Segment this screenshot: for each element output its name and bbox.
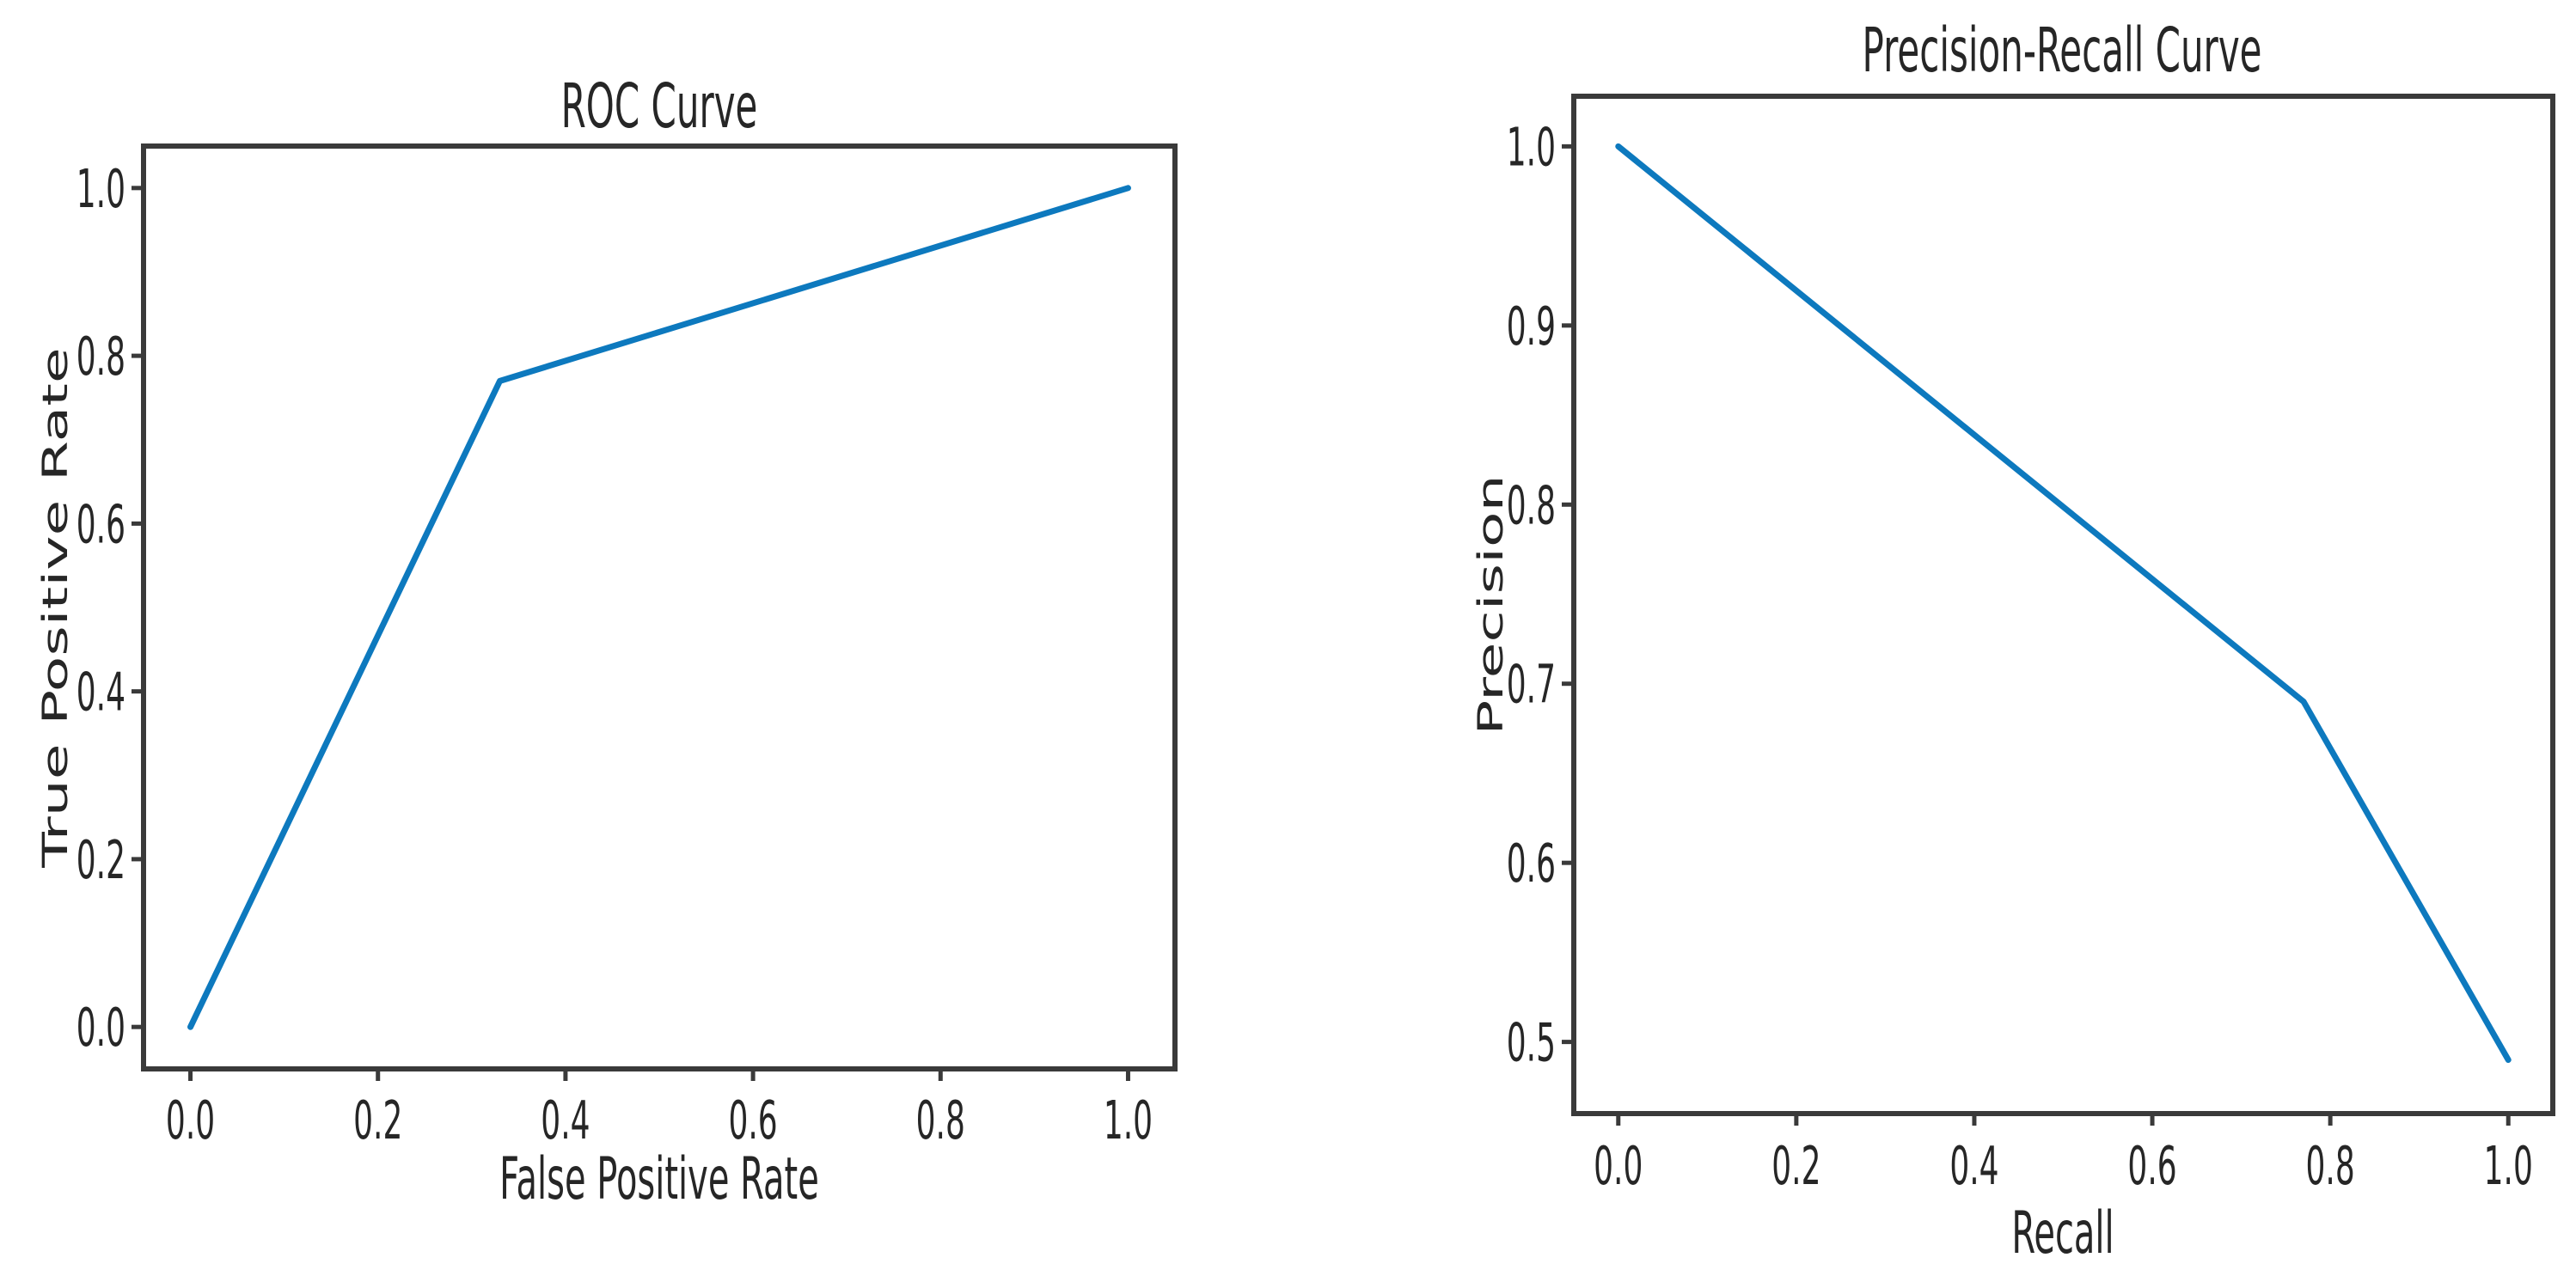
- x-tick-label: 0.4: [1949, 1135, 1998, 1197]
- precision-recall-curve-line: [1615, 143, 2512, 1063]
- roc-curve-line: [187, 185, 1131, 1030]
- x-tick-label: 0.4: [541, 1090, 590, 1151]
- y-tick-label: 0.6: [1507, 833, 1556, 894]
- y-tick-label: 0.0: [76, 997, 125, 1059]
- x-tick-label: 0.6: [2127, 1135, 2176, 1197]
- y-tick-label: 0.7: [1507, 653, 1556, 715]
- pr-chart: Precision-Recall Curve Recall Precision …: [1471, 15, 2555, 1267]
- x-tick-label: 0.2: [1771, 1135, 1820, 1197]
- x-tick-label: 1.0: [2484, 1135, 2533, 1197]
- plot-border: [1571, 94, 2555, 1116]
- plot-area: 0.0 0.2 0.4 0.6 0.8 1.0 0.5 0.6 0.7 0.8 0.9 1.0: [1507, 94, 2555, 1197]
- y-tick-label: 0.8: [76, 326, 125, 388]
- pr-x-axis-label: Recall: [2011, 1200, 2114, 1267]
- pr-chart-panel: Precision-Recall Curve Recall Precision …: [1289, 0, 2576, 1282]
- roc-chart-title: ROC Curve: [561, 70, 758, 142]
- roc-chart: ROC Curve False Positive Rate True Posit…: [35, 70, 1178, 1213]
- y-tick-label: 0.8: [1507, 474, 1556, 536]
- x-tick-label: 0.8: [2306, 1135, 2355, 1197]
- pr-y-axis-label: Precision: [1471, 474, 1511, 735]
- y-tick-label: 0.6: [76, 493, 125, 555]
- roc-x-axis-label: False Positive Rate: [499, 1145, 819, 1213]
- x-tick-label: 1.0: [1104, 1090, 1153, 1151]
- y-tick-label: 1.0: [76, 158, 125, 220]
- y-tick-label: 0.9: [1507, 296, 1556, 357]
- roc-chart-panel: ROC Curve False Positive Rate True Posit…: [35, 70, 1178, 1213]
- y-tick-label: 1.0: [1507, 116, 1556, 178]
- plot-border: [141, 143, 1178, 1071]
- x-tick-label: 0.2: [353, 1090, 402, 1151]
- x-tick-label: 0.0: [1594, 1135, 1643, 1197]
- x-tick-label: 0.6: [728, 1090, 777, 1151]
- x-tick-label: 0.8: [916, 1090, 965, 1151]
- pr-chart-title: Precision-Recall Curve: [1862, 15, 2261, 86]
- x-tick-label: 0.0: [166, 1090, 215, 1151]
- roc-y-axis-label: True Positive Rate: [35, 347, 76, 869]
- y-tick-label: 0.5: [1507, 1011, 1556, 1073]
- y-tick-label: 0.4: [76, 661, 125, 723]
- plot-area: 0.0 0.2 0.4 0.6 0.8 1.0 0.0 0.2 0.4 0.6 0.8 1.0: [76, 143, 1178, 1151]
- y-tick-label: 0.2: [76, 829, 125, 891]
